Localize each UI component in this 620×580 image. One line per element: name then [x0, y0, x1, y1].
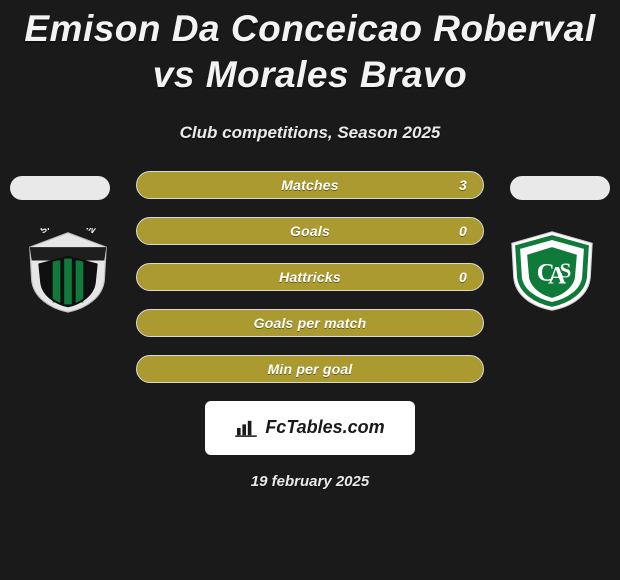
stat-label: Goals [290, 223, 330, 239]
fctables-brand-box: FcTables.com [205, 401, 415, 455]
club-crest-left: SAN MARTIN [20, 228, 116, 314]
casa-badge: C A S [504, 228, 600, 314]
san-martin-badge: SAN MARTIN [20, 228, 116, 314]
sm-stripe-1 [53, 260, 61, 302]
stat-right-value: 0 [459, 269, 467, 285]
footer-date: 19 february 2025 [251, 473, 369, 490]
stat-row-goals-per-match: Goals per match [136, 309, 484, 337]
player-left-pill [10, 176, 110, 200]
stat-row-matches: Matches 3 [136, 171, 484, 199]
page-title: Emison Da Conceicao Roberval vs Morales … [0, 6, 620, 99]
stat-label: Goals per match [254, 315, 367, 331]
club-crest-right: C A S [504, 228, 600, 314]
comparison-card: Emison Da Conceicao Roberval vs Morales … [0, 0, 620, 580]
fctables-brand-text: FcTables.com [265, 417, 384, 438]
casa-letter-s: S [560, 259, 572, 283]
stat-label: Matches [281, 177, 338, 193]
stat-right-value: 3 [459, 177, 467, 193]
subtitle: Club competitions, Season 2025 [180, 123, 441, 143]
stat-row-hattricks: Hattricks 0 [136, 263, 484, 291]
player-right-pill [510, 176, 610, 200]
sm-stripe-2 [64, 259, 72, 305]
stat-label: Hattricks [279, 269, 341, 285]
stat-row-goals: Goals 0 [136, 217, 484, 245]
sm-stripe-3 [76, 260, 84, 302]
stat-label: Min per goal [268, 361, 353, 377]
stat-row-min-per-goal: Min per goal [136, 355, 484, 383]
bar-chart-icon [235, 419, 257, 437]
stat-right-value: 0 [459, 223, 467, 239]
